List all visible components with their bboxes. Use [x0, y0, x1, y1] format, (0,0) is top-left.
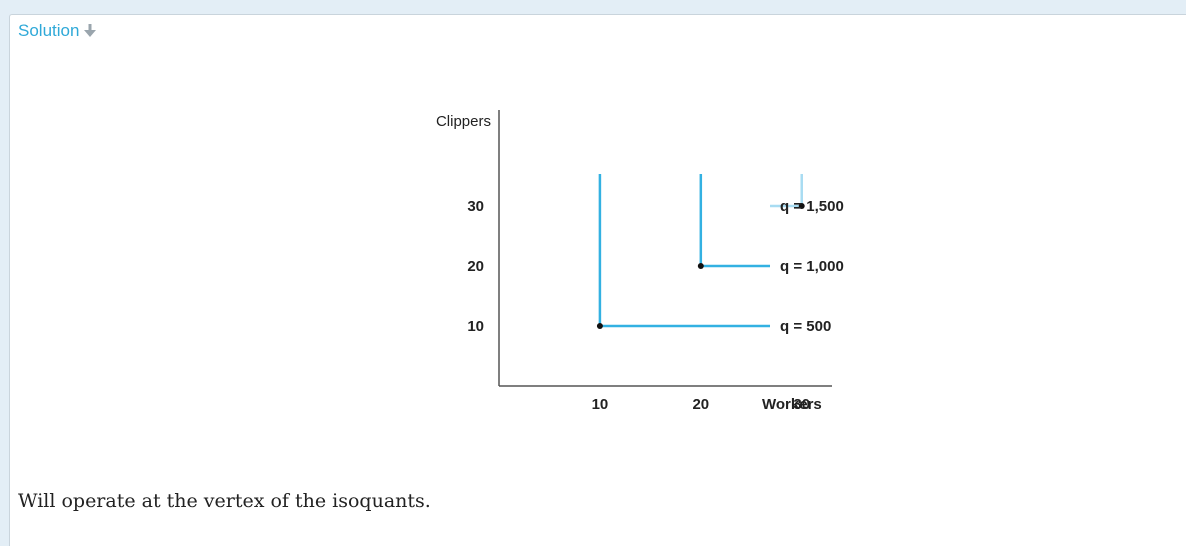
solution-label: Solution [18, 21, 80, 40]
y-tick-label: 30 [467, 198, 484, 215]
x-axis-label: Workers [762, 396, 822, 413]
x-tick-label: 30 [793, 396, 810, 413]
isoquant-vertex-point [697, 263, 704, 269]
arrow-down-icon [84, 24, 97, 37]
isoquant-chart: Clippers Workers q = 500 q = 1,000 q = 1,5… [436, 110, 844, 413]
y-tick-label: 20 [467, 258, 484, 275]
isoquant-vertex-point [798, 203, 805, 209]
isoquant-label: q = 1,000 [780, 258, 844, 275]
isoquant-label: q = 500 [780, 318, 831, 335]
answer-text: Will operate at the vertex of the isoqua… [18, 490, 431, 512]
y-axis-label: Clippers [436, 113, 491, 130]
isoquant-vertex-point [596, 323, 603, 329]
isoquant-label: q = 1,500 [780, 198, 844, 215]
y-tick-label: 10 [467, 318, 484, 335]
x-tick-label: 10 [592, 396, 609, 413]
solution-panel: Solution Clippers Workers q = 500 q = 1,0… [9, 14, 1186, 546]
x-tick-label: 20 [692, 396, 709, 413]
solution-toggle[interactable]: Solution [18, 21, 97, 41]
